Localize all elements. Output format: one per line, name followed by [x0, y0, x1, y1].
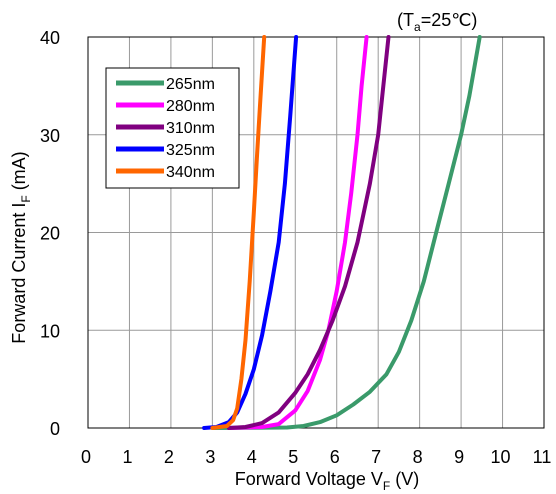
series-line-310nm: [226, 35, 391, 430]
x-tick-label: 5: [288, 447, 298, 467]
y-axis-label: Forward Current IF (mA): [9, 151, 33, 343]
plot-frame: [87, 36, 545, 429]
y-tick-label: 10: [40, 321, 60, 341]
y-tick-labels: 0 10 20 30 40: [40, 28, 60, 439]
series-layer: [202, 35, 482, 430]
legend-label-340nm: 340nm: [166, 164, 215, 181]
y-tick-label: 20: [40, 224, 60, 244]
condition-suffix: =25℃): [421, 10, 478, 30]
y-axis-label-unit: (mA): [9, 151, 29, 195]
y-tick-label: 30: [40, 126, 60, 146]
legend-label-280nm: 280nm: [166, 98, 215, 115]
legend-label-325nm: 325nm: [166, 142, 215, 159]
y-axis-label-sub: F: [19, 195, 33, 202]
x-tick-label: 1: [122, 447, 132, 467]
condition-sub: a: [414, 20, 421, 34]
x-axis-label-main: Forward Voltage V: [235, 469, 383, 489]
x-tick-label: 9: [454, 447, 464, 467]
x-tick-labels: 0 1 2 3 4 5 6 7 8 9 10 11: [81, 447, 551, 467]
legend: 265nm 280nm 310nm 325nm 340nm: [105, 67, 240, 189]
legend-label-265nm: 265nm: [166, 76, 215, 93]
y-axis-label-main: Forward Current I: [9, 203, 29, 344]
x-tick-label: 0: [81, 447, 91, 467]
x-tick-label: 10: [491, 447, 511, 467]
y-tick-label: 40: [40, 28, 60, 48]
x-axis-label-unit: (V): [390, 469, 419, 489]
series-line-325nm: [202, 35, 299, 430]
series-line-265nm: [210, 35, 482, 430]
x-axis-label: Forward Voltage VF (V): [235, 469, 419, 493]
series-line-340nm: [210, 35, 267, 430]
x-tick-label: 4: [247, 447, 257, 467]
y-tick-label: 0: [50, 419, 60, 439]
x-tick-label: 3: [205, 447, 215, 467]
x-tick-label: 11: [533, 447, 552, 467]
x-tick-label: 8: [413, 447, 423, 467]
x-tick-label: 6: [330, 447, 340, 467]
measurement-condition: (Ta=25℃): [397, 10, 477, 34]
x-tick-label: 2: [164, 447, 174, 467]
x-tick-label: 7: [371, 447, 381, 467]
legend-label-310nm: 310nm: [166, 120, 215, 137]
x-axis-label-sub: F: [383, 479, 390, 493]
condition-prefix: (T: [397, 10, 414, 30]
